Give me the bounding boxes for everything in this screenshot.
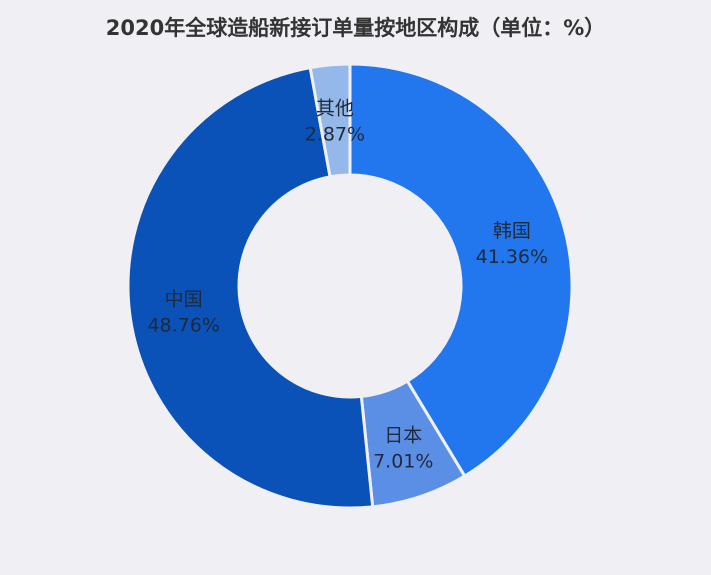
slice-value-label: 7.01% — [373, 450, 433, 472]
slice-3 — [308, 62, 352, 179]
slice-2 — [126, 65, 375, 510]
slice-value-label: 41.36% — [476, 246, 548, 268]
slice-label: 韩国 — [493, 220, 531, 242]
slice-label: 中国 — [165, 289, 203, 311]
chart-title: 2020年全球造船新接订单量按地区构成（单位：%） — [105, 16, 606, 40]
slice-label: 其他 — [316, 98, 354, 120]
slice-label: 日本 — [384, 424, 422, 446]
slice-value-label: 2.87% — [305, 124, 365, 146]
slice-0 — [348, 62, 574, 479]
slice-value-label: 48.76% — [147, 315, 219, 337]
